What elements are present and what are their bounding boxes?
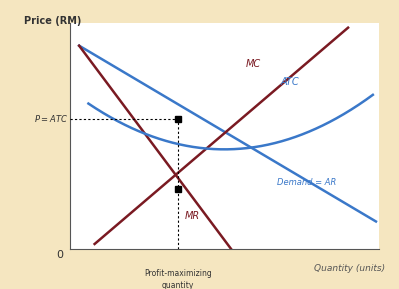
Text: MC: MC: [246, 59, 261, 69]
Text: Price (RM): Price (RM): [24, 16, 81, 26]
Text: ATC: ATC: [280, 77, 299, 87]
Text: Quantity (units): Quantity (units): [314, 264, 385, 273]
Text: Demand = AR: Demand = AR: [277, 177, 336, 186]
Text: Profit-maximizing
quantity: Profit-maximizing quantity: [144, 269, 212, 289]
Text: 0: 0: [56, 250, 63, 260]
Text: $P = ATC$: $P = ATC$: [34, 113, 68, 125]
Text: MR: MR: [184, 211, 200, 221]
